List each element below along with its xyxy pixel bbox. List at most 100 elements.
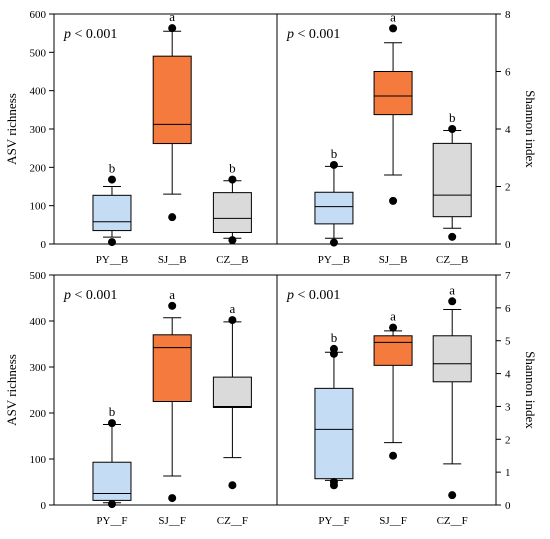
box-PY__F: b — [92, 404, 132, 509]
y-tick-label: 2 — [505, 182, 511, 194]
y-axis-title: ASV richness — [4, 93, 19, 165]
box-CZ__B: b — [212, 161, 252, 245]
outlier-point — [329, 238, 338, 247]
plot-frame — [276, 274, 497, 506]
outlier-point — [448, 491, 457, 500]
significance-letter: b — [109, 161, 116, 176]
outlier-point — [228, 236, 237, 245]
outlier-point — [329, 478, 338, 486]
y-tick-label: 600 — [30, 9, 47, 21]
y-tick-label: 5 — [505, 336, 511, 348]
box-iqr — [212, 376, 252, 408]
y-tick-label: 300 — [30, 362, 47, 374]
outlier-point — [107, 238, 116, 247]
y-tick-label: 4 — [505, 369, 511, 381]
outlier-point — [448, 297, 457, 306]
box-iqr — [314, 387, 354, 480]
box-iqr — [432, 335, 472, 383]
outlier-point — [448, 125, 457, 133]
box-CZ__B: b — [432, 110, 472, 241]
significance-letter: a — [390, 309, 396, 324]
x-category-label: CZ__B — [436, 254, 468, 266]
significance-letter: a — [169, 287, 175, 302]
x-category-label: PY__F — [318, 515, 349, 527]
box-iqr — [92, 461, 132, 501]
outlier-point — [329, 160, 338, 169]
y-axis-title: ASV richness — [4, 354, 19, 426]
box-CZ__F: a — [212, 301, 252, 490]
box-PY__B: b — [314, 146, 354, 247]
outlier-point — [389, 323, 398, 332]
x-category-label: PY__B — [318, 254, 350, 266]
outlier-point — [168, 24, 177, 33]
y-tick-label: 6 — [505, 67, 511, 79]
box-SJ__F: a — [373, 309, 413, 460]
p-value-annotation: p < 0.001 — [286, 288, 340, 303]
x-category-label: CZ__F — [437, 515, 468, 527]
y-tick-label: 0 — [41, 239, 47, 251]
x-category-label: SJ__F — [379, 515, 407, 527]
x-category-label: CZ__B — [216, 254, 248, 266]
x-category-label: PY__B — [96, 254, 128, 266]
x-category-label: PY__F — [96, 515, 127, 527]
box-iqr — [152, 334, 192, 402]
significance-letter: a — [230, 301, 236, 316]
outlier-point — [389, 451, 398, 460]
significance-letter: b — [229, 161, 236, 176]
outlier-point — [168, 301, 177, 310]
p-value-annotation: p < 0.001 — [286, 27, 340, 42]
y-tick-label: 100 — [30, 201, 47, 213]
y-tick-label: 400 — [30, 86, 47, 98]
y-tick-label: 500 — [30, 270, 47, 282]
p-value-annotation: p < 0.001 — [63, 288, 117, 303]
box-iqr — [373, 335, 413, 366]
box-CZ__F: a — [432, 282, 472, 500]
box-SJ__F: a — [152, 287, 192, 503]
y-tick-label: 200 — [30, 162, 47, 174]
y-tick-label: 400 — [30, 316, 47, 328]
y-tick-label: 300 — [30, 124, 47, 136]
outlier-point — [168, 494, 177, 503]
box-SJ__B: a — [152, 9, 192, 222]
box-iqr — [314, 191, 354, 225]
y-axis-title: Shannon index — [523, 90, 538, 168]
y-tick-label: 4 — [505, 124, 511, 136]
significance-letter: a — [390, 9, 396, 24]
box-iqr — [152, 55, 192, 145]
box-SJ__B: a — [373, 9, 413, 205]
significance-letter: b — [331, 330, 338, 345]
y-tick-label: 0 — [41, 500, 47, 512]
outlier-point — [329, 344, 338, 353]
x-category-label: SJ__B — [158, 254, 187, 266]
y-tick-label: 7 — [505, 270, 511, 282]
y-tick-label: 8 — [505, 9, 511, 21]
box-PY__B: b — [92, 161, 132, 247]
panel-top-right: 0 2 4 6 8 Shannon index p < 0.001 b PY__B a SJ__B b… — [276, 9, 538, 266]
y-tick-label: 1 — [505, 467, 511, 479]
outlier-point — [228, 175, 237, 184]
significance-letter: b — [449, 110, 456, 125]
box-PY__F: b — [314, 330, 354, 490]
outlier-point — [389, 24, 398, 33]
y-tick-label: 0 — [505, 239, 511, 251]
significance-letter: a — [169, 9, 175, 24]
outlier-point — [107, 419, 116, 428]
significance-letter: a — [449, 282, 455, 297]
box-iqr — [373, 71, 413, 116]
box-iqr — [92, 194, 132, 232]
outlier-point — [448, 232, 457, 241]
y-axis-title: Shannon index — [523, 351, 538, 429]
y-tick-label: 100 — [30, 454, 47, 466]
y-tick-label: 200 — [30, 408, 47, 420]
y-tick-label: 3 — [505, 401, 511, 413]
outlier-point — [389, 196, 398, 205]
x-category-label: SJ__F — [158, 515, 186, 527]
y-tick-label: 2 — [505, 434, 511, 446]
outlier-point — [107, 175, 116, 184]
significance-letter: b — [331, 146, 338, 161]
y-tick-label: 0 — [505, 500, 511, 512]
box-iqr — [212, 192, 252, 233]
box-iqr — [432, 142, 472, 218]
